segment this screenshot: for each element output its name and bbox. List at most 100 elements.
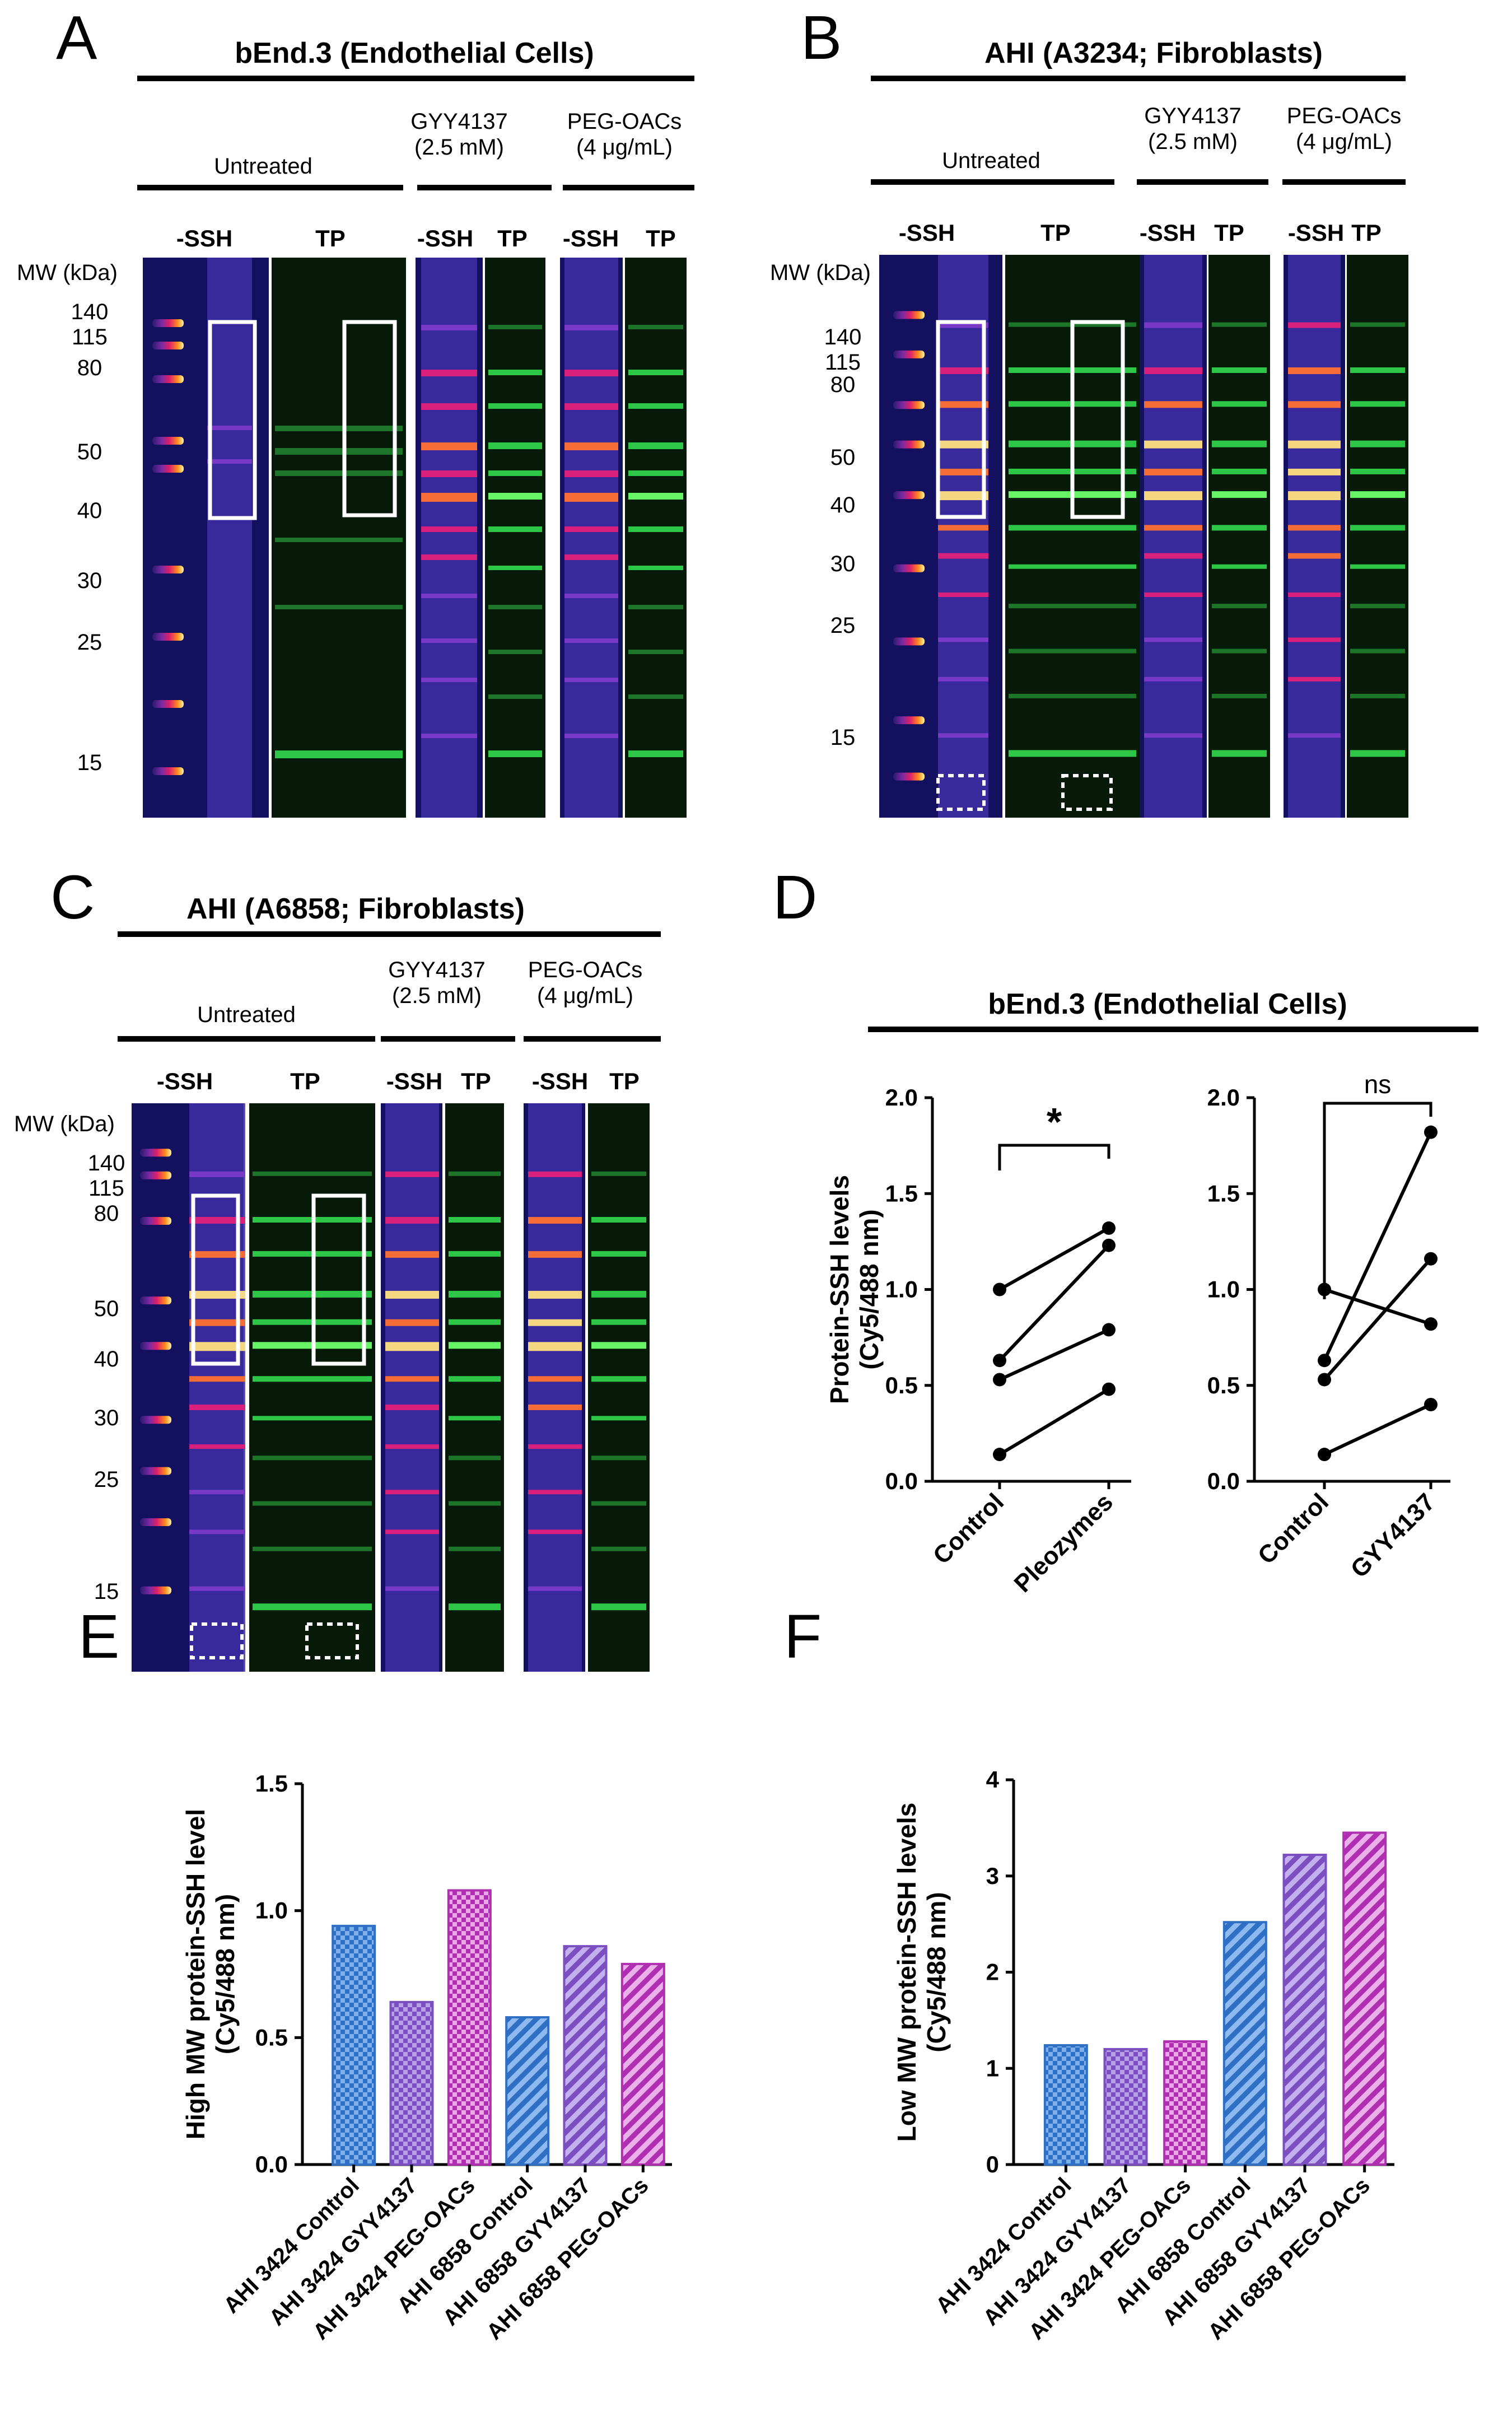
gel-block-4 <box>1208 255 1270 818</box>
protein-band <box>488 566 542 570</box>
ladder-band <box>893 311 925 319</box>
protein-band <box>1350 491 1405 498</box>
lane-label-5: -SSH <box>563 225 619 251</box>
protein-band <box>564 678 618 682</box>
protein-band <box>421 493 477 502</box>
protein-band <box>449 1290 501 1298</box>
protein-band <box>189 1342 245 1351</box>
protein-band <box>1212 468 1267 474</box>
protein-band <box>1212 491 1267 498</box>
series-line-3 <box>998 1328 1110 1382</box>
panel-letter-b: B <box>801 3 842 72</box>
mw-axis-label: MW (kDa) <box>770 260 871 285</box>
protein-band <box>449 1171 501 1176</box>
highlight-box <box>208 320 257 520</box>
protein-band <box>938 440 988 449</box>
protein-band <box>1288 733 1341 738</box>
protein-band <box>1144 440 1202 449</box>
protein-band <box>1212 750 1267 757</box>
protein-band <box>1288 525 1341 531</box>
protein-band <box>253 1546 372 1551</box>
protein-band <box>528 1529 582 1535</box>
protein-band <box>628 605 683 609</box>
protein-band <box>1144 593 1202 597</box>
protein-band <box>421 554 477 560</box>
protein-band <box>189 1404 245 1410</box>
protein-band <box>1212 367 1267 373</box>
data-point <box>1318 1373 1331 1387</box>
significance-label: * <box>1047 1100 1062 1144</box>
protein-band <box>253 1456 372 1461</box>
protein-band <box>564 442 618 450</box>
gel-block-6 <box>588 1103 650 1672</box>
protein-band <box>628 750 683 757</box>
protein-band <box>938 322 988 328</box>
protein-band <box>1009 649 1136 654</box>
protein-band <box>488 526 542 532</box>
y-tick-label: 2 <box>986 1959 999 1985</box>
lane-label-6: TP <box>609 1068 640 1094</box>
protein-band <box>189 1444 245 1449</box>
protein-band <box>628 694 683 699</box>
low-mw-dashed-box <box>936 774 986 811</box>
y-tick-label: 0.0 <box>1207 1468 1240 1494</box>
protein-band <box>385 1251 439 1258</box>
series-line-4 <box>998 1388 1110 1456</box>
gel-block-4 <box>485 258 545 818</box>
ladder-band <box>140 1342 171 1350</box>
highlight-box <box>311 1193 366 1366</box>
protein-band <box>1144 367 1202 374</box>
protein-band <box>1288 491 1341 501</box>
data-point <box>1424 1317 1438 1331</box>
data-point <box>993 1354 1006 1368</box>
ladder-band <box>893 564 925 572</box>
protein-band <box>1144 525 1202 531</box>
protein-band <box>189 1251 245 1258</box>
y-tick-label: 1.0 <box>885 1276 918 1303</box>
protein-band <box>564 638 618 643</box>
lane-label-5: -SSH <box>532 1068 588 1094</box>
mw-marker-50: 50 <box>94 1296 119 1321</box>
lane-label-1: -SSH <box>157 1068 213 1094</box>
mw-marker-140: 140 <box>88 1151 125 1176</box>
gel-block-6 <box>1347 255 1408 818</box>
protein-band <box>528 1217 582 1224</box>
panel-letter-d: D <box>773 863 817 932</box>
protein-band <box>528 1171 582 1177</box>
protein-band <box>591 1251 646 1257</box>
bar-6 <box>1342 1831 1387 2166</box>
panel-letter-a: A <box>56 3 97 72</box>
lane-label-4: TP <box>461 1068 491 1094</box>
bar-5 <box>563 1945 608 2166</box>
protein-band <box>488 370 542 375</box>
bar-2 <box>1103 2047 1148 2166</box>
data-point <box>1424 1252 1438 1266</box>
protein-band <box>449 1319 501 1325</box>
lane-label-3: -SSH <box>386 1068 442 1094</box>
y-tick-label: 1 <box>986 2055 999 2081</box>
line-chart-pleozymes: 0.0 0.5 1.0 1.5 2.0 Control Pleozymes Protein-S… <box>825 1084 1131 1598</box>
protein-band <box>421 638 477 643</box>
low-mw-dashed-box <box>305 1622 359 1659</box>
group-label-1: Untreated <box>197 1002 296 1027</box>
protein-band <box>938 733 988 738</box>
bar-3 <box>1163 2040 1208 2166</box>
y-tick-label: 1.0 <box>255 1897 288 1924</box>
protein-band <box>1144 733 1202 738</box>
protein-band <box>1144 637 1202 642</box>
lane-label-1: -SSH <box>176 225 232 251</box>
data-point <box>993 1373 1006 1387</box>
protein-band <box>1288 367 1341 374</box>
protein-band <box>528 1404 582 1410</box>
protein-band <box>1009 604 1136 609</box>
data-point <box>1424 1398 1438 1411</box>
protein-band <box>1144 322 1202 328</box>
protein-band <box>591 1342 646 1349</box>
protein-band <box>421 734 477 738</box>
protein-band <box>564 403 618 410</box>
protein-band <box>528 1251 582 1258</box>
protein-band <box>1009 750 1136 757</box>
gel-block-2 <box>249 1103 375 1672</box>
protein-band <box>385 1376 439 1382</box>
protein-band <box>385 1529 439 1535</box>
